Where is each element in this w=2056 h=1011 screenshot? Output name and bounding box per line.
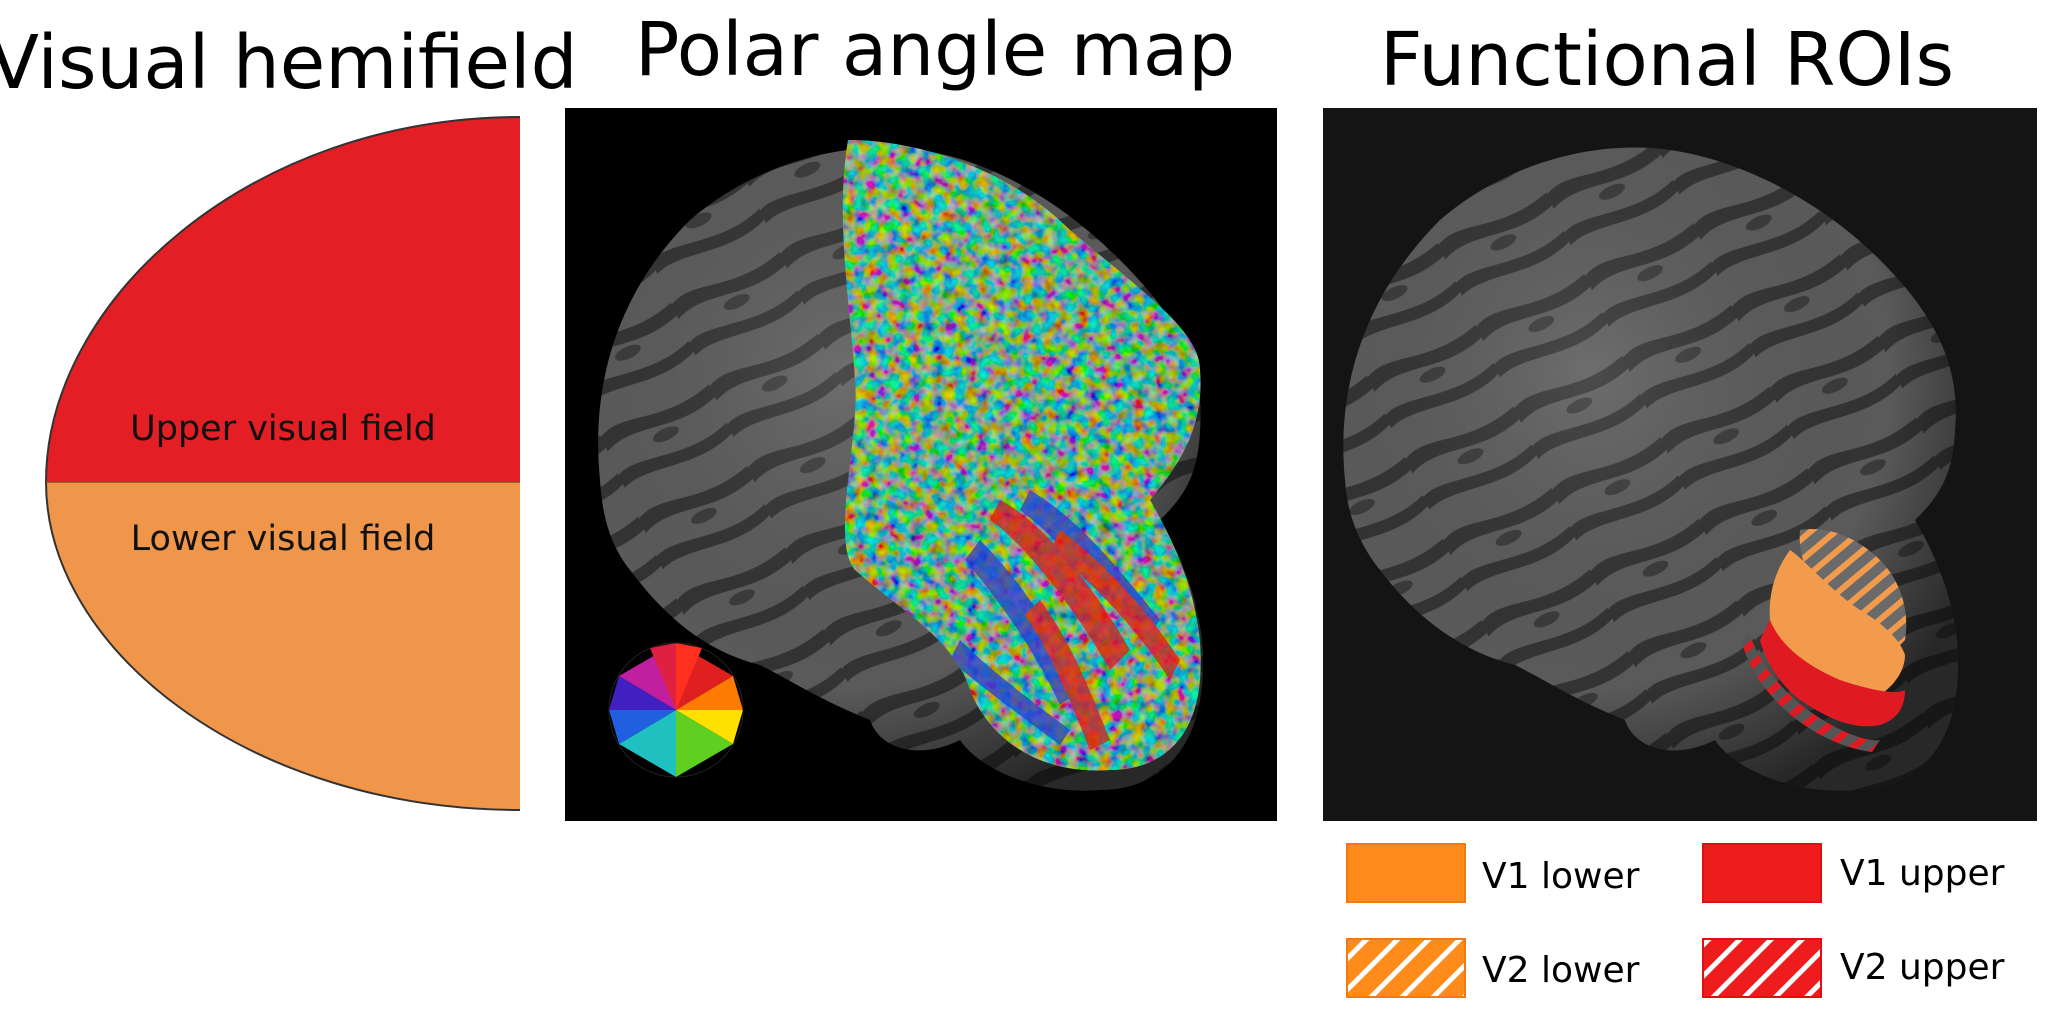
polar-angle-panel xyxy=(565,108,1277,821)
lower-visual-field-label: Lower visual field xyxy=(131,519,436,559)
polar-title: Polar angle map xyxy=(635,7,1235,93)
roi-v1-lower xyxy=(1769,550,1905,695)
legend-label-v1-lower: V1 lower xyxy=(1482,856,1640,897)
upper-visual-field-region xyxy=(46,117,520,482)
hemifield-title: Visual hemifield xyxy=(0,20,578,106)
legend-item-v2-upper: V2 upper xyxy=(1702,938,2005,998)
roi-legend: V1 lower V1 upper V2 lower V2 upper xyxy=(1346,843,2005,998)
polar-angle-color-wheel xyxy=(609,643,743,777)
upper-visual-field-label: Upper visual field xyxy=(130,409,436,449)
legend-swatch-v1-upper xyxy=(1702,843,1822,903)
hemifield-diagram: Upper visual field Lower visual field xyxy=(44,116,521,811)
functional-rois-panel xyxy=(1323,108,2037,821)
roi-v2-lower xyxy=(1799,529,1907,650)
legend-swatch-v2-lower xyxy=(1346,938,1466,998)
roi-v1-upper xyxy=(1760,620,1905,727)
rois-title: Functional ROIs xyxy=(1380,17,1954,103)
legend-item-v1-upper: V1 upper xyxy=(1702,843,2005,903)
lower-visual-field-region xyxy=(46,482,520,810)
legend-item-v2-lower: V2 lower xyxy=(1346,938,1640,998)
legend-swatch-v2-upper xyxy=(1702,938,1822,998)
legend-label-v1-upper: V1 upper xyxy=(1840,853,2005,894)
roi-v2-upper xyxy=(1742,635,1880,752)
legend-item-v1-lower: V1 lower xyxy=(1346,843,1640,903)
legend-label-v2-upper: V2 upper xyxy=(1840,947,2005,988)
legend-label-v2-lower: V2 lower xyxy=(1482,950,1640,991)
legend-swatch-v1-lower xyxy=(1346,843,1466,903)
